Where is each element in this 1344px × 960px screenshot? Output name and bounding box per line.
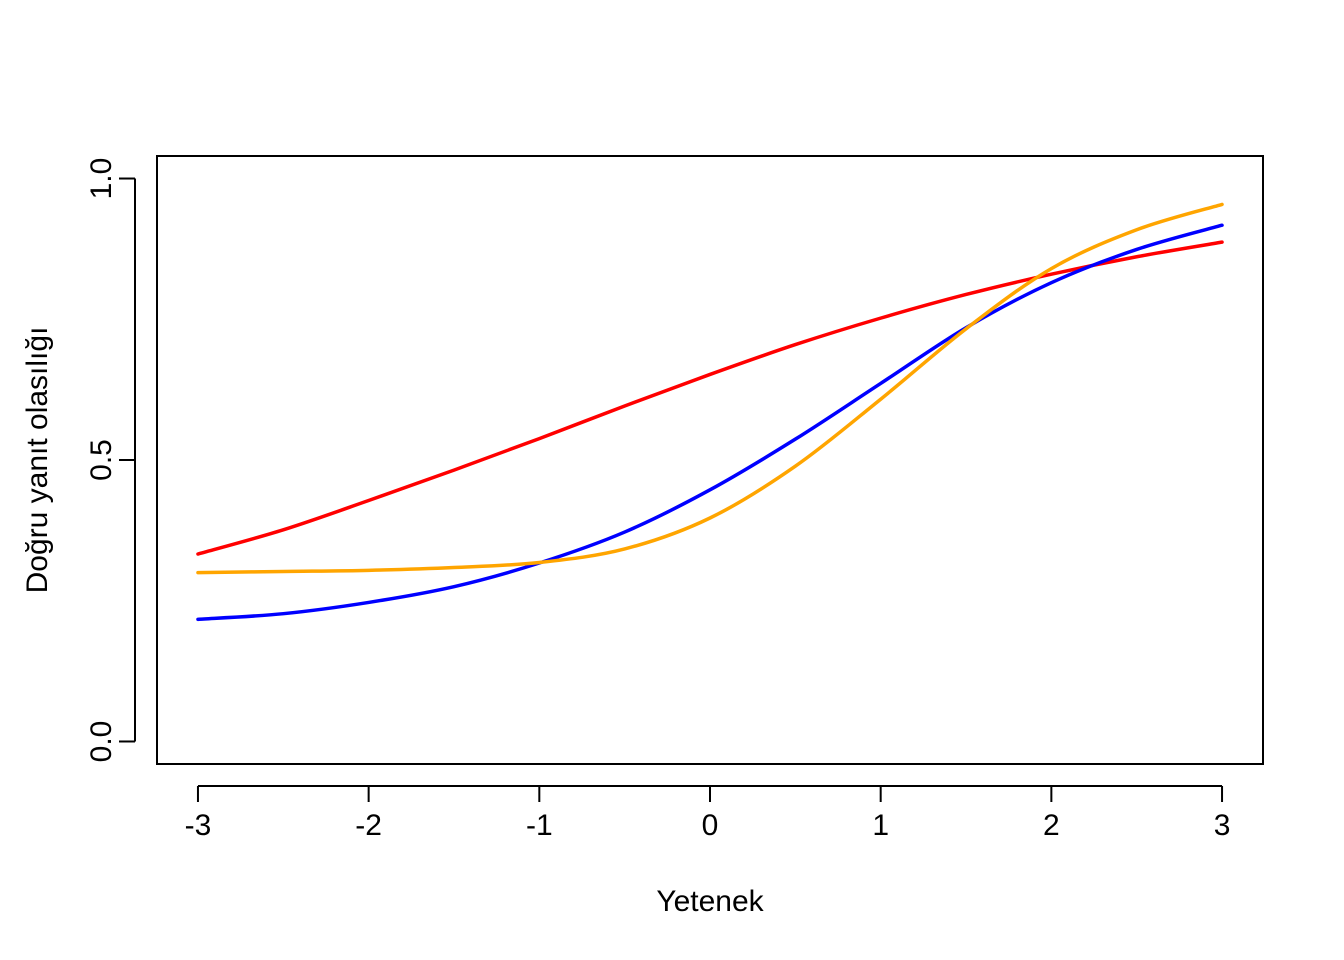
x-axis: -3 -2 -1 0 1 2 3 [185, 785, 1231, 842]
y-tick-label: 0.0 [85, 721, 118, 763]
series-line-red [196, 240, 1224, 556]
x-tick-label: 0 [702, 809, 719, 842]
series-line-blue [196, 223, 1224, 622]
x-tick-label: -1 [526, 809, 553, 842]
y-tick-label: 0.5 [85, 439, 118, 481]
x-tick-label: 2 [1043, 809, 1060, 842]
x-tick-label: -3 [185, 809, 212, 842]
x-axis-title: Yetenek [656, 885, 764, 918]
y-axis-title: Doğru yanıt olasılığı [21, 327, 54, 594]
series-layer [196, 202, 1224, 622]
x-tick-label: 1 [872, 809, 889, 842]
x-ticks: -3 -2 -1 0 1 2 3 [185, 786, 1231, 842]
x-tick-label: 3 [1214, 809, 1231, 842]
plot-frame [156, 155, 1264, 765]
series-line-orange [196, 202, 1224, 575]
y-tick-label: 1.0 [85, 158, 118, 200]
y-ticks: 0.0 0.5 1.0 [85, 158, 135, 763]
x-tick-label: -2 [355, 809, 382, 842]
y-axis: 0.0 0.5 1.0 [85, 158, 136, 763]
